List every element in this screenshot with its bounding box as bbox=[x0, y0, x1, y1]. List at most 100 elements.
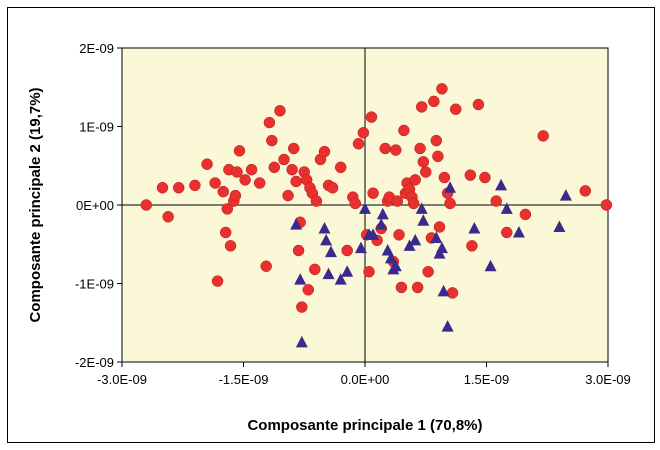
circle-point bbox=[436, 83, 448, 95]
triangle-point bbox=[324, 245, 337, 258]
triangle-point bbox=[375, 218, 388, 230]
circle-point bbox=[217, 185, 229, 198]
circle-point bbox=[420, 166, 432, 178]
x-tick-label: 0.0E+00 bbox=[341, 372, 390, 387]
triangle-point bbox=[334, 273, 347, 285]
circle-point bbox=[409, 174, 421, 186]
circle-point bbox=[466, 240, 478, 252]
x-tick-label: 3.0E-09 bbox=[585, 372, 631, 387]
circle-point bbox=[286, 163, 298, 176]
circle-point bbox=[390, 144, 402, 156]
circle-point bbox=[201, 158, 213, 170]
triangle-point bbox=[495, 178, 508, 191]
circle-point bbox=[433, 221, 446, 233]
circle-point bbox=[428, 95, 440, 108]
triangle-point bbox=[559, 189, 572, 201]
triangle-point bbox=[512, 225, 525, 238]
triangle-point bbox=[384, 251, 397, 264]
triangle-point bbox=[367, 228, 380, 240]
circle-point bbox=[407, 197, 420, 210]
triangle-point bbox=[500, 202, 513, 214]
circle-point bbox=[282, 189, 294, 202]
circle-point bbox=[263, 116, 276, 129]
y-tick-label: 0E+00 bbox=[76, 198, 114, 213]
circle-point bbox=[379, 142, 391, 155]
y-axis-title: Composante principale 2 (19,7%) bbox=[27, 87, 44, 322]
circle-point bbox=[341, 244, 353, 257]
circle-point bbox=[229, 189, 242, 202]
circle-point bbox=[490, 195, 502, 207]
triangle-point bbox=[290, 218, 303, 230]
circle-point bbox=[231, 166, 243, 178]
circle-point bbox=[357, 127, 370, 139]
circle-point bbox=[253, 177, 266, 189]
y-tick-label: 1E-09 bbox=[79, 120, 114, 135]
triangle-point bbox=[444, 181, 457, 193]
circle-point bbox=[211, 275, 224, 287]
circle-point bbox=[318, 145, 331, 158]
circle-point bbox=[411, 281, 424, 294]
circle-point bbox=[287, 142, 300, 155]
circle-point bbox=[422, 265, 434, 278]
circle-point bbox=[579, 185, 592, 197]
circle-point bbox=[292, 244, 305, 257]
triangle-point bbox=[376, 207, 389, 220]
triangle-point bbox=[295, 335, 308, 348]
circle-point bbox=[302, 284, 315, 296]
circle-point bbox=[395, 281, 408, 294]
x-axis-ticks: -3.0E-09 -1.5E-09 0.0E+00 1.5E-09 3.0E-09 bbox=[97, 362, 631, 387]
x-axis-title: Composante principale 1 (70,8%) bbox=[247, 417, 482, 434]
y-tick-label: 2E-09 bbox=[79, 41, 114, 56]
circle-point bbox=[274, 105, 286, 117]
circle-point bbox=[537, 130, 549, 142]
circle-point bbox=[430, 134, 443, 147]
circle-point bbox=[278, 153, 290, 166]
circle-point bbox=[444, 197, 456, 210]
y-tick-label: -2E-09 bbox=[75, 355, 114, 370]
circle-point bbox=[224, 240, 237, 252]
triangle-point bbox=[389, 259, 402, 272]
y-axis-ticks: 2E-09 1E-09 0E+00 -1E-09 -2E-09 bbox=[75, 41, 122, 370]
circle-point bbox=[415, 101, 428, 113]
triangle-point bbox=[415, 202, 428, 214]
x-tick-label: 1.5E-09 bbox=[464, 372, 510, 387]
triangle-point bbox=[435, 241, 448, 254]
circle-point bbox=[268, 161, 281, 174]
triangle-point bbox=[417, 214, 430, 226]
circle-point bbox=[393, 229, 405, 241]
scatter-chart: -3.0E-09 -1.5E-09 0.0E+00 1.5E-09 3.0E-09 2E… bbox=[27, 41, 631, 434]
triangle-point bbox=[484, 259, 497, 272]
data-points bbox=[140, 83, 613, 348]
circle-point bbox=[432, 150, 444, 163]
triangle-point bbox=[409, 233, 422, 246]
circle-point bbox=[472, 98, 485, 111]
circle-point bbox=[479, 171, 491, 184]
triangle-point bbox=[430, 231, 443, 243]
triangle-point bbox=[320, 233, 333, 246]
triangle-point bbox=[322, 267, 335, 280]
circle-point bbox=[156, 181, 169, 194]
circle-point bbox=[363, 265, 375, 278]
triangle-point bbox=[359, 202, 371, 214]
circle-point bbox=[446, 287, 459, 299]
circle-point bbox=[365, 111, 378, 123]
triangle-point bbox=[437, 284, 450, 297]
circle-point bbox=[600, 199, 613, 211]
circle-point bbox=[417, 156, 430, 168]
circle-point bbox=[209, 177, 221, 189]
circle-point bbox=[221, 203, 234, 215]
circle-point bbox=[266, 134, 278, 147]
triangle-point bbox=[341, 265, 354, 277]
circle-point bbox=[519, 208, 532, 221]
circle-point bbox=[438, 171, 451, 184]
circle-point bbox=[219, 226, 232, 239]
x-tick-label: -1.5E-09 bbox=[219, 372, 269, 387]
circle-point bbox=[239, 174, 251, 186]
circle-point bbox=[162, 211, 174, 223]
circle-point bbox=[398, 124, 410, 137]
circle-point bbox=[391, 195, 404, 207]
circle-point bbox=[414, 142, 426, 155]
circle-point bbox=[310, 195, 323, 207]
circle-point bbox=[309, 263, 321, 276]
circle-point bbox=[449, 103, 462, 115]
